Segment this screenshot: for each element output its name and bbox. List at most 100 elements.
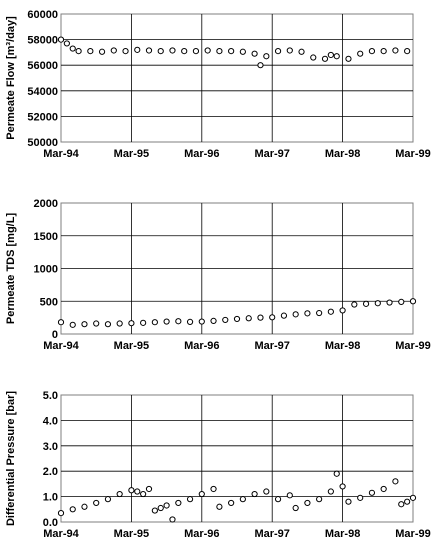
data-point <box>286 492 293 499</box>
data-point <box>198 318 205 325</box>
data-point <box>169 47 176 54</box>
data-point <box>151 507 158 514</box>
data-point <box>304 310 311 317</box>
x-tick-label: Mar-95 <box>114 528 149 540</box>
data-point <box>57 510 65 517</box>
data-point <box>69 45 76 52</box>
data-point <box>362 300 370 307</box>
data-point <box>233 315 241 323</box>
data-point <box>216 48 223 55</box>
x-tick-label: Mar-94 <box>43 148 79 160</box>
data-point <box>380 485 387 493</box>
data-point <box>93 320 100 327</box>
data-point <box>134 46 141 53</box>
data-point <box>151 319 158 326</box>
data-point <box>257 314 264 321</box>
data-point <box>104 496 112 503</box>
data-point <box>292 504 299 512</box>
data-point <box>398 501 405 508</box>
x-tick-label: Mar-96 <box>184 340 219 352</box>
data-point <box>98 48 106 55</box>
y-tick-label: 60000 <box>27 9 58 21</box>
data-point <box>75 48 82 55</box>
data-point <box>339 307 346 314</box>
permeate-tds-chart: 0 500 1000 1500 2000 Mar-94 Mar-95 Mar-96 Mar-97… <box>5 198 431 352</box>
data-point <box>368 489 376 496</box>
y-tick-label: 2000 <box>34 198 58 210</box>
data-point <box>128 487 135 494</box>
data-point <box>157 48 164 55</box>
data-point <box>380 48 387 55</box>
data-point <box>274 496 282 503</box>
data-point <box>122 48 129 55</box>
data-point <box>298 48 305 55</box>
data-point <box>292 311 299 318</box>
data-point <box>228 499 235 507</box>
y-tick-label: 2.0 <box>43 466 58 478</box>
data-point <box>175 499 182 507</box>
data-point <box>63 40 70 47</box>
data-point <box>69 506 76 513</box>
data-point <box>310 54 317 61</box>
data-point <box>333 53 340 60</box>
data-point <box>69 321 76 328</box>
x-tick-label: Mar-98 <box>325 528 360 540</box>
data-point <box>104 321 112 328</box>
data-point <box>228 48 235 55</box>
data-point <box>327 308 334 315</box>
data-point <box>145 485 153 493</box>
x-tick-label: Mar-97 <box>254 340 289 352</box>
data-point <box>345 498 352 505</box>
y-tick-label: 0 <box>52 329 58 341</box>
y-tick-label: 4.0 <box>43 415 58 427</box>
plot-frame <box>60 13 414 143</box>
x-tick-label: Mar-96 <box>184 528 219 540</box>
y-tick-label: 56000 <box>27 60 58 72</box>
data-point <box>186 318 194 325</box>
x-tick-label: Mar-99 <box>395 528 430 540</box>
data-point <box>116 490 123 498</box>
data-point <box>216 503 223 510</box>
data-point <box>251 490 258 498</box>
data-point <box>134 488 141 495</box>
data-point <box>163 318 170 325</box>
data-point <box>321 55 329 62</box>
data-point <box>304 499 311 507</box>
data-point <box>192 48 200 55</box>
data-point <box>404 498 411 505</box>
data-point <box>386 299 393 306</box>
data-point <box>239 48 246 55</box>
data-point <box>140 490 147 498</box>
y-tick-label: 52000 <box>27 111 58 123</box>
data-point <box>392 47 399 54</box>
data-point <box>404 48 411 55</box>
data-point <box>169 516 176 523</box>
y-axis-label: Differential Pressure [bar] <box>5 391 17 526</box>
data-point <box>345 55 352 62</box>
y-tick-label: 5.0 <box>43 390 58 402</box>
x-tick-label: Mar-94 <box>43 528 79 540</box>
data-point <box>198 490 205 498</box>
data-point <box>128 320 135 327</box>
data-point <box>157 504 164 512</box>
data-point <box>327 51 334 59</box>
data-point <box>145 47 153 54</box>
plot-frame <box>60 394 414 523</box>
x-tick-label: Mar-96 <box>184 148 219 160</box>
x-tick-label: Mar-99 <box>395 340 430 352</box>
data-point <box>263 53 270 60</box>
data-point <box>263 488 270 495</box>
data-point <box>374 300 381 307</box>
data-point <box>368 48 376 55</box>
data-point <box>163 502 170 509</box>
x-tick-label: Mar-95 <box>114 148 149 160</box>
x-tick-label: Mar-97 <box>254 148 289 160</box>
data-point <box>57 319 65 326</box>
data-series <box>57 470 417 523</box>
data-point <box>280 312 288 319</box>
data-point <box>316 309 323 317</box>
y-tick-label: 3.0 <box>43 441 58 453</box>
data-point <box>327 488 334 495</box>
x-tick-label: Mar-98 <box>325 148 360 160</box>
